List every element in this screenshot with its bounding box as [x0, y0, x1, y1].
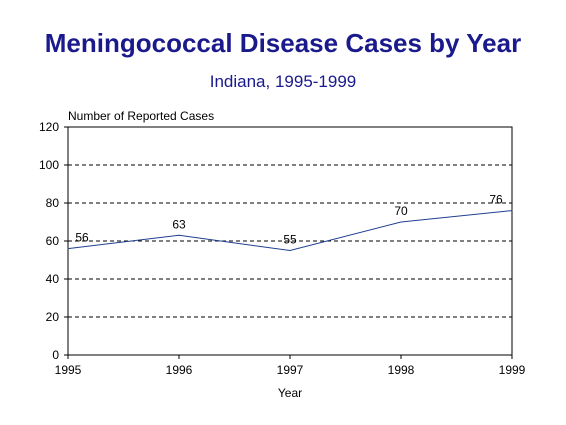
x-tick-label: 1999	[499, 363, 526, 377]
data-label: 70	[394, 204, 408, 218]
x-tick-label: 1995	[55, 363, 82, 377]
y-tick-label: 40	[46, 272, 60, 286]
y-tick-label: 0	[52, 348, 59, 362]
y-axis: 0 20 40 60 80 100 120	[39, 120, 68, 362]
y-tick-label: 120	[39, 120, 59, 134]
data-label: 63	[172, 217, 186, 231]
data-point	[289, 250, 291, 251]
data-labels: 56 63 55 70 76	[75, 193, 503, 247]
grid-lines	[68, 164, 512, 318]
data-label: 55	[283, 233, 297, 247]
x-axis: 1995 1996 1997 1998 1999	[55, 355, 526, 377]
data-label: 76	[489, 193, 503, 207]
y-tick-label: 100	[39, 158, 59, 172]
x-tick-label: 1996	[166, 363, 193, 377]
x-tick-label: 1997	[277, 363, 304, 377]
x-axis-label: Year	[278, 386, 302, 400]
y-tick-label: 20	[46, 310, 60, 324]
data-point	[400, 221, 402, 223]
y-axis-label: Number of Reported Cases	[68, 109, 214, 123]
data-point	[67, 248, 69, 250]
chart-subtitle: Indiana, 1995-1999	[209, 72, 357, 91]
data-point	[511, 210, 513, 212]
x-tick-label: 1998	[388, 363, 415, 377]
y-tick-label: 80	[46, 196, 60, 210]
data-label: 56	[75, 231, 89, 245]
y-tick-label: 60	[46, 234, 60, 248]
chart-title: Meningococcal Disease Cases by Year	[44, 28, 522, 58]
series-group	[67, 210, 513, 252]
data-point	[178, 234, 180, 236]
